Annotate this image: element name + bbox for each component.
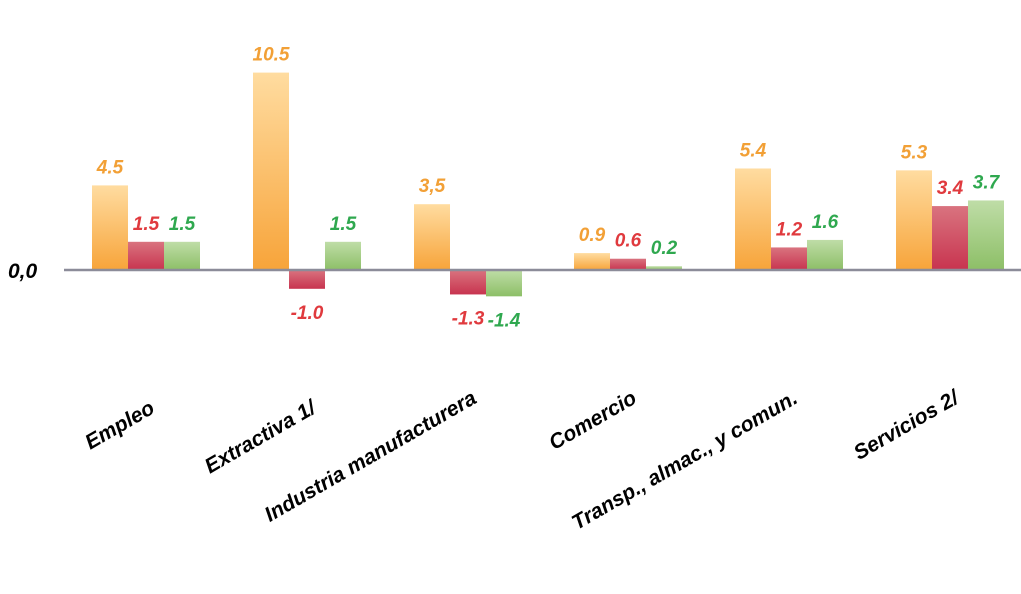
bar-red-1: [289, 270, 325, 289]
bar-red-4: [771, 247, 807, 270]
bar-green-2: [486, 270, 522, 297]
bar-orange-0: [92, 185, 128, 270]
bar-green-0: [164, 241, 200, 270]
category-label-0: Empleo: [81, 396, 158, 454]
value-label-orange-1: 10.5: [253, 45, 290, 66]
value-label-red-0: 1.5: [133, 214, 160, 235]
category-label-3: Comercio: [545, 386, 641, 454]
value-label-green-1: 1.5: [330, 214, 357, 235]
bar-green-4: [807, 239, 843, 270]
bar-green-3: [646, 266, 682, 270]
zero-axis-label: 0,0: [8, 260, 38, 283]
value-label-green-5: 3.7: [973, 172, 1001, 193]
bar-orange-2: [414, 204, 450, 270]
value-labels-group: 4.5 1.5 1.5 10.5 -1.0 1.5 3,5 -1.3 -1.4 0.9 0.6 0.2…: [96, 45, 1001, 332]
value-label-orange-3: 0.9: [579, 225, 606, 246]
value-label-red-1: -1.0: [291, 303, 324, 324]
bar-red-5: [932, 206, 968, 270]
value-label-orange-4: 5.4: [740, 140, 767, 161]
value-label-green-0: 1.5: [169, 214, 196, 235]
bar-green-1: [325, 241, 361, 270]
value-label-green-2: -1.4: [488, 310, 521, 331]
bar-red-2: [450, 270, 486, 295]
category-labels-group: Empleo Extractiva 1/Industria manufacture…: [81, 385, 964, 534]
bar-green-5: [968, 200, 1004, 270]
category-label-5: Servicios 2/: [850, 385, 964, 464]
value-label-orange-0: 4.5: [96, 157, 124, 178]
bar-orange-4: [735, 168, 771, 270]
bars-group: [92, 72, 1004, 297]
value-label-red-2: -1.3: [452, 308, 485, 329]
value-label-red-4: 1.2: [776, 219, 803, 240]
value-label-red-5: 3.4: [937, 178, 964, 199]
bar-red-0: [128, 241, 164, 270]
value-label-orange-2: 3,5: [419, 176, 446, 197]
value-label-red-3: 0.6: [615, 231, 642, 252]
category-label-1: Extractiva 1/: [201, 395, 322, 478]
bar-orange-1: [253, 72, 289, 270]
bar-orange-3: [574, 253, 610, 270]
value-label-green-4: 1.6: [812, 212, 839, 233]
bar-red-3: [610, 258, 646, 270]
value-label-orange-5: 5.3: [901, 142, 928, 163]
value-label-green-3: 0.2: [651, 238, 678, 259]
bar-orange-5: [896, 170, 932, 270]
